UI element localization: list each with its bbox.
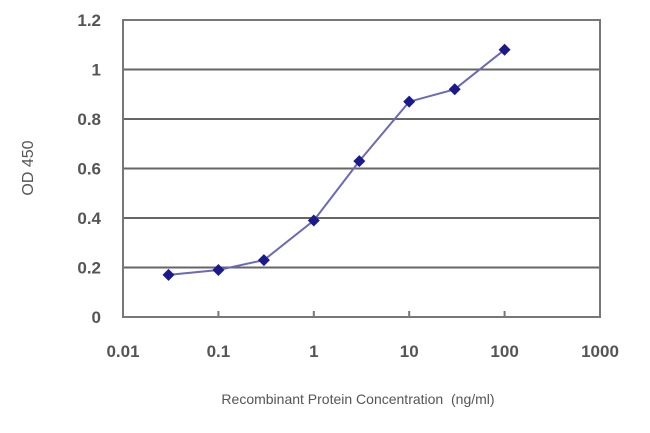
y-tick-label: 1.2 — [77, 11, 101, 30]
x-tick-label: 0.01 — [106, 342, 139, 361]
diamond-marker-icon — [353, 155, 366, 168]
diamond-marker-icon — [257, 254, 270, 267]
y-axis-label: OD 450 — [20, 140, 37, 195]
y-tick-label: 0.6 — [77, 160, 101, 179]
y-tick-label: 0.2 — [77, 259, 101, 278]
diamond-marker-icon — [498, 43, 511, 56]
plot-area-border — [122, 19, 601, 318]
diamond-marker-icon — [162, 268, 175, 281]
y-tick-label: 0.4 — [77, 209, 101, 228]
x-tick-label: 0.1 — [207, 342, 231, 361]
data-line — [168, 48, 506, 276]
x-axis-ticks: 0.01 0.1 1 10 100 1000 — [106, 311, 619, 361]
gridlines — [123, 19, 600, 269]
x-axis-label: Recombinant Protein Concentration (ng/ml… — [221, 391, 494, 407]
x-tick-label: 1 — [309, 342, 318, 361]
y-tick-label: 0 — [92, 308, 101, 327]
data-markers — [162, 43, 511, 281]
x-tick-label: 1000 — [581, 342, 619, 361]
y-axis-ticks: 0 0.2 0.4 0.6 0.8 1 1.2 — [77, 11, 101, 327]
x-tick-label: 100 — [490, 342, 518, 361]
diamond-marker-icon — [307, 214, 320, 227]
x-tick-label: 10 — [400, 342, 419, 361]
y-tick-label: 0.8 — [77, 110, 101, 129]
diamond-marker-icon — [212, 263, 225, 276]
diamond-marker-icon — [403, 95, 416, 108]
diamond-marker-icon — [448, 83, 461, 96]
y-tick-label: 1 — [92, 61, 101, 80]
